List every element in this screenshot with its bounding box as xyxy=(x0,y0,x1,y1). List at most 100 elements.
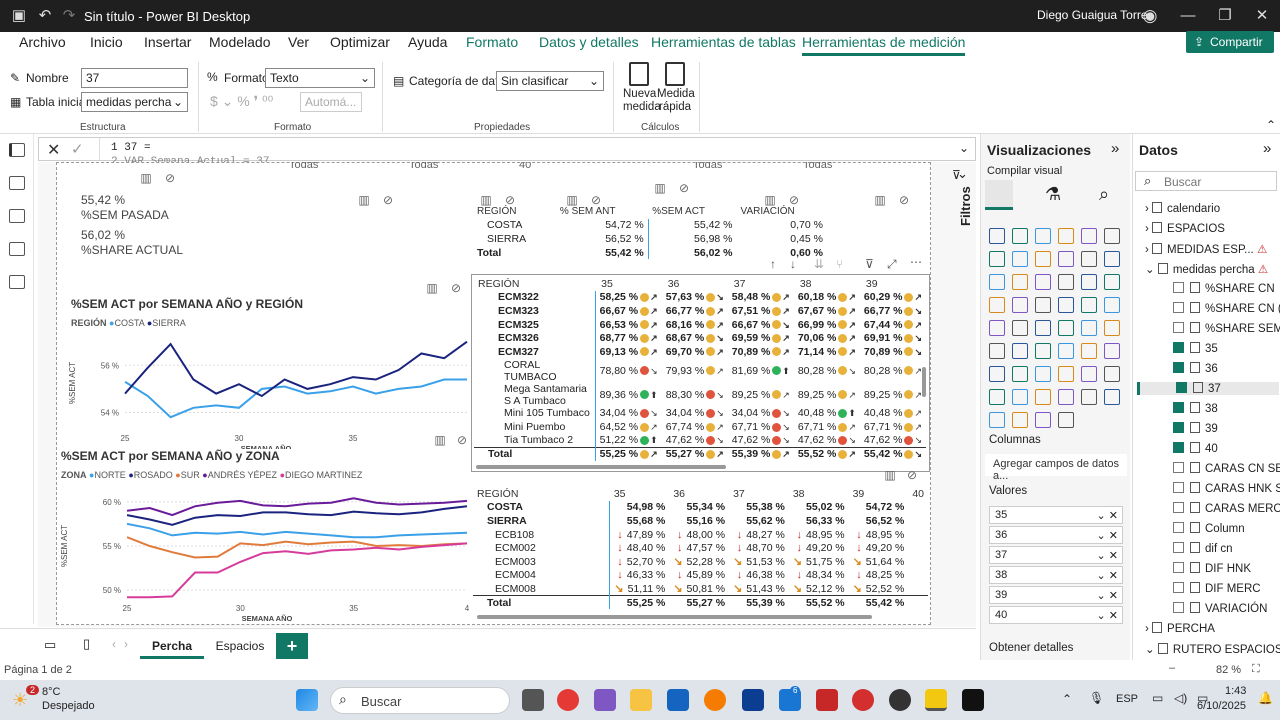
table-node[interactable]: › calendario xyxy=(1145,202,1220,215)
field-item[interactable]: 35 xyxy=(1173,342,1218,355)
slicer-value[interactable]: 40 xyxy=(519,162,532,171)
row-header[interactable]: ECM008 xyxy=(495,582,536,595)
more-options-icon[interactable]: ⋯ xyxy=(910,255,922,269)
data-search-input[interactable]: ⌕ Buscar xyxy=(1135,171,1277,191)
chart-icon[interactable]: ▥ xyxy=(140,171,152,185)
visual-type-icon[interactable] xyxy=(989,274,1005,290)
volume-icon[interactable]: ◁) xyxy=(1174,691,1188,705)
drill-down-icon[interactable]: ↓ xyxy=(790,257,796,271)
page-tab-percha[interactable]: Percha xyxy=(140,633,204,659)
table-node[interactable]: › MEDIDAS ESP... ⚠ xyxy=(1145,242,1267,256)
visual-type-icon[interactable] xyxy=(1058,297,1074,313)
row-header[interactable]: Total xyxy=(473,595,610,610)
visual-type-icon[interactable] xyxy=(1104,366,1120,382)
desktop-layout-icon[interactable]: ▭ xyxy=(44,637,57,652)
table-node[interactable]: ⌄ medidas percha ⚠ xyxy=(1145,262,1268,276)
row-header[interactable]: ECM327 xyxy=(498,345,539,358)
app-icon[interactable] xyxy=(889,689,911,711)
tab-archivo[interactable]: Archivo xyxy=(19,34,66,50)
field-checkbox[interactable] xyxy=(1173,342,1184,353)
column-header[interactable]: 38 xyxy=(792,487,805,500)
matrix-row[interactable]: ECM325 66,53 % ↗ 68,16 % ↗ 66,67 % ↘ 66,99 % ↗ 67… xyxy=(474,317,926,332)
visual-type-icon[interactable] xyxy=(1035,274,1051,290)
collapse-pane-icon[interactable]: » xyxy=(1111,140,1120,157)
analytics-icon[interactable]: ⌕ xyxy=(1099,184,1110,204)
column-header[interactable]: %SEM ACT xyxy=(652,206,706,218)
visual-type-icon[interactable] xyxy=(1058,274,1074,290)
field-checkbox[interactable] xyxy=(1173,502,1184,513)
visual-type-icon[interactable] xyxy=(989,228,1005,244)
visual-type-icon[interactable] xyxy=(1058,343,1074,359)
column-header[interactable]: 35 xyxy=(613,487,626,500)
chevron-right-icon[interactable]: › xyxy=(1145,223,1153,235)
visual-type-icon[interactable] xyxy=(1058,320,1074,336)
field-item[interactable]: VARIACIÓN xyxy=(1173,602,1267,615)
no-filter-icon[interactable]: ⊘ xyxy=(590,193,602,207)
visual-type-icon[interactable] xyxy=(1104,228,1120,244)
matrix-row[interactable]: Total 55,25 % ↗ 55,27 % ↗ 55,39 % ↗ 55,52 % ↗ 55,… xyxy=(474,446,926,461)
decimal-input[interactable]: Automá... xyxy=(300,92,362,112)
field-item[interactable]: %SHARE CN xyxy=(1173,282,1275,295)
field-checkbox[interactable] xyxy=(1173,582,1184,593)
no-filter-icon[interactable]: ⊘ xyxy=(456,433,468,447)
row-header[interactable]: ECM326 xyxy=(498,332,539,345)
tab-insertar[interactable]: Insertar xyxy=(144,34,192,50)
vertical-scrollbar[interactable] xyxy=(922,367,926,397)
format-visual-icon[interactable]: ⚗ xyxy=(1045,184,1062,204)
row-header[interactable]: SIERRA xyxy=(487,514,527,527)
no-filter-icon[interactable]: ⊘ xyxy=(906,468,918,482)
no-filter-icon[interactable]: ⊘ xyxy=(164,171,176,185)
cancel-icon[interactable]: ✕ xyxy=(47,142,61,159)
column-header[interactable]: 39 xyxy=(852,487,865,500)
legend-norte[interactable]: NORTE xyxy=(94,470,126,480)
column-header[interactable]: 38 xyxy=(799,277,812,290)
matrix1-table[interactable]: REGIÓN 35 36 37 38 39 ECM322 58,25 % ↗ 57,63 % ↘ 58… xyxy=(474,277,926,461)
expand-all-icon[interactable]: ⇊ xyxy=(814,257,825,271)
save-icon[interactable]: ▣ xyxy=(11,7,27,24)
chart-icon[interactable]: ▥ xyxy=(654,181,666,195)
taskbar-search[interactable]: ⌕ Buscar xyxy=(330,687,510,714)
matrix-row[interactable]: ECM327 69,13 % ↗ 69,70 % ↗ 70,89 % ↗ 71,14 % ↗ 70… xyxy=(474,344,926,359)
mic-icon[interactable]: 🎙 xyxy=(1089,691,1105,705)
line-chart-zona[interactable]: %SEM ACT 50 % 55 % 60 % 25 30 35 4 SEMANA AÑO xyxy=(57,481,475,621)
table-view-icon[interactable] xyxy=(9,176,25,190)
user-name[interactable]: Diego Guaigua Torres xyxy=(1037,8,1154,22)
row-header[interactable]: ECM002 xyxy=(495,542,536,555)
tab-herramientas-tablas[interactable]: Herramientas de tablas xyxy=(651,34,796,50)
field-item[interactable]: CARAS MERC ... xyxy=(1173,502,1280,515)
matrix-row[interactable]: ECM323 66,67 % ↗ 66,77 % ↗ 67,51 % ↗ 67,67 % ↗ 66… xyxy=(474,304,926,318)
visual-type-icon[interactable] xyxy=(1012,228,1028,244)
build-visual-tab[interactable] xyxy=(985,180,1013,210)
horizontal-scrollbar[interactable] xyxy=(477,615,872,619)
field-checkbox[interactable] xyxy=(1176,382,1187,393)
visual-type-icon[interactable] xyxy=(1081,343,1097,359)
row-header[interactable]: Mini Puembo xyxy=(504,420,566,433)
field-checkbox[interactable] xyxy=(1173,322,1184,333)
dax-line-1[interactable]: 1 37 = xyxy=(111,142,151,154)
disney-icon[interactable] xyxy=(742,689,764,711)
field-checkbox[interactable] xyxy=(1173,522,1184,533)
row-header[interactable]: ECM325 xyxy=(498,318,539,331)
visual-type-icon[interactable] xyxy=(1081,366,1097,382)
remove-field-icon[interactable]: ⌄ ✕ xyxy=(1096,550,1119,562)
visual-type-icon[interactable] xyxy=(1035,251,1051,267)
matrix-row[interactable]: CORAL TUMBACO 78,80 % ↘ 79,93 % ↗ 81,69 % ⬆ 80,… xyxy=(474,358,926,383)
matrix-row[interactable]: SIERRA 55,68 % 55,16 % 55,62 % 56,33 % 56,52 … xyxy=(473,514,928,528)
column-header[interactable]: VARIACIÓN xyxy=(740,206,795,218)
tab-ayuda[interactable]: Ayuda xyxy=(408,34,448,50)
visual-type-icon[interactable] xyxy=(1012,274,1028,290)
weather-icon[interactable]: ☀ xyxy=(12,690,29,710)
field-item[interactable]: dif cn xyxy=(1173,542,1233,555)
field-item[interactable]: CARAS HNK S... xyxy=(1173,482,1280,495)
visual-type-icon[interactable] xyxy=(1081,389,1097,405)
netflix-icon[interactable] xyxy=(816,689,838,711)
report-view-icon[interactable] xyxy=(9,143,25,157)
value-well-item[interactable]: 38 ⌄ ✕ xyxy=(989,566,1123,584)
visual-type-icon[interactable] xyxy=(1104,251,1120,267)
media-icon[interactable] xyxy=(704,689,726,711)
row-header[interactable]: Mega Santamaria S A Tumbaco xyxy=(504,382,587,407)
fit-page-icon[interactable]: ⛶ xyxy=(1252,663,1260,675)
next-page-icon[interactable]: › xyxy=(124,637,128,651)
visual-type-icon[interactable] xyxy=(1081,274,1097,290)
copilot-icon[interactable] xyxy=(594,689,616,711)
